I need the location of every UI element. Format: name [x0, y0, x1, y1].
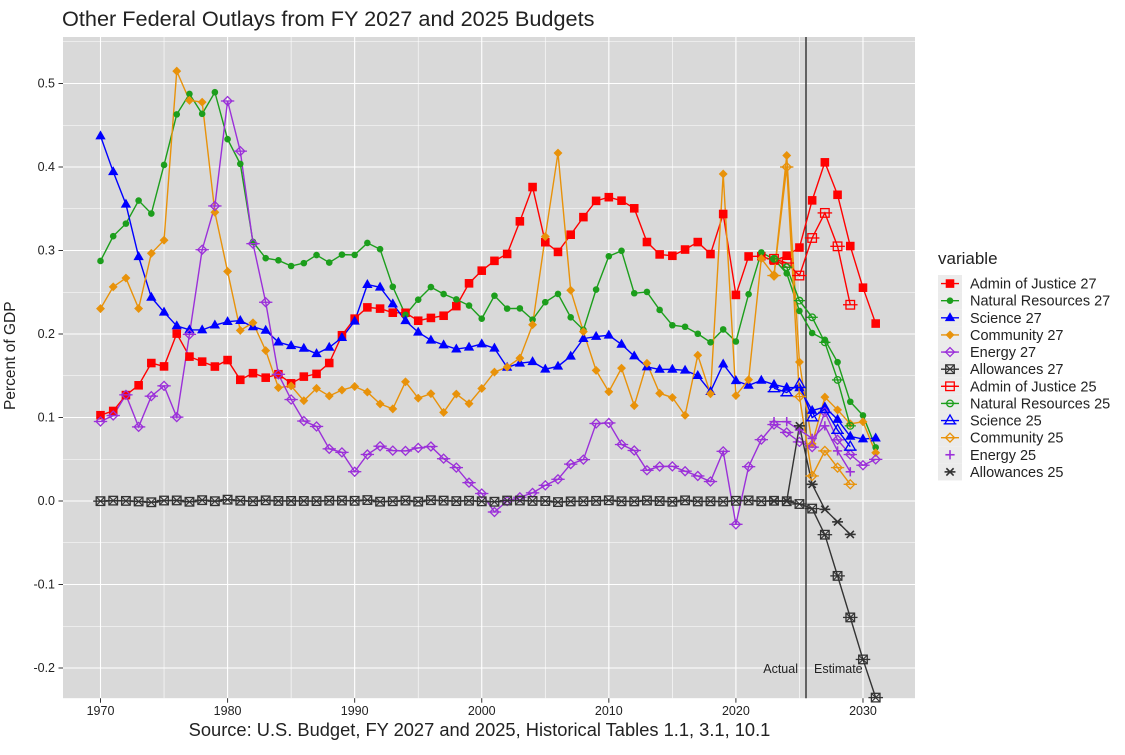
svg-text:Natural Resources 25: Natural Resources 25	[970, 396, 1110, 412]
svg-text:Admin of Justice 27: Admin of Justice 27	[970, 277, 1097, 293]
svg-text:Energy 27: Energy 27	[970, 345, 1036, 361]
svg-text:2000: 2000	[468, 704, 496, 718]
svg-text:Science 27: Science 27	[970, 311, 1042, 327]
svg-text:Natural Resources 27: Natural Resources 27	[970, 294, 1110, 310]
svg-text:Estimate: Estimate	[814, 662, 863, 676]
svg-text:2020: 2020	[722, 704, 750, 718]
svg-text:1980: 1980	[214, 704, 242, 718]
svg-text:0.0: 0.0	[38, 494, 55, 508]
svg-text:Science 25: Science 25	[970, 414, 1042, 430]
svg-text:0.5: 0.5	[38, 77, 55, 91]
svg-text:-0.2: -0.2	[33, 661, 55, 675]
svg-text:variable: variable	[938, 249, 998, 268]
svg-text:Energy 25: Energy 25	[970, 448, 1036, 464]
svg-text:0.2: 0.2	[38, 327, 55, 341]
svg-text:0.4: 0.4	[38, 160, 55, 174]
svg-text:Allowances 27: Allowances 27	[970, 362, 1064, 378]
svg-text:2030: 2030	[849, 704, 877, 718]
svg-text:Community 25: Community 25	[970, 431, 1063, 447]
svg-text:Allowances 25: Allowances 25	[970, 465, 1064, 481]
svg-text:0.3: 0.3	[38, 244, 55, 258]
svg-text:0.1: 0.1	[38, 411, 55, 425]
svg-text:Actual: Actual	[763, 662, 798, 676]
svg-text:1990: 1990	[341, 704, 369, 718]
svg-text:-0.1: -0.1	[33, 578, 55, 592]
svg-text:Community 27: Community 27	[970, 328, 1063, 344]
svg-text:2010: 2010	[595, 704, 623, 718]
svg-text:1970: 1970	[87, 704, 115, 718]
svg-text:Admin of Justice 25: Admin of Justice 25	[970, 379, 1097, 395]
